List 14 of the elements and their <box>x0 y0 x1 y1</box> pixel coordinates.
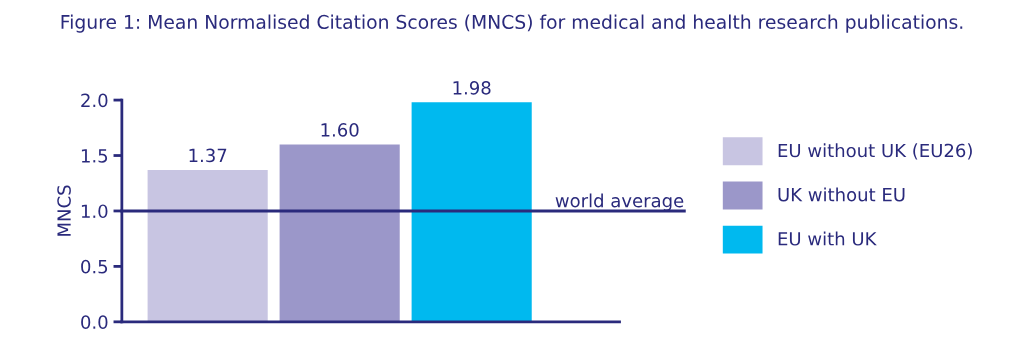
y-tick-label: 2.0 <box>81 93 108 108</box>
y-axis-title: MNCS <box>57 185 71 236</box>
y-tick-label: 1.0 <box>81 204 108 219</box>
y-tick-label: 1.5 <box>81 149 108 163</box>
y-tick-label: 0.0 <box>81 315 108 329</box>
legend-label: EU with UK <box>778 231 877 246</box>
data-label: 1.60 <box>321 123 359 137</box>
chart-title: Figure 1: Mean Normalised Citation Scores (MNCS) for medical and health research publications. <box>61 14 963 33</box>
legend-label: UK without EU <box>778 187 905 202</box>
data-label: 1.37 <box>189 148 227 163</box>
ref-line-label: world average <box>555 193 684 211</box>
legend-label: EU without UK (EU26) <box>778 143 972 160</box>
data-label: 1.98 <box>453 80 491 95</box>
y-tick-label: 0.5 <box>81 259 108 274</box>
